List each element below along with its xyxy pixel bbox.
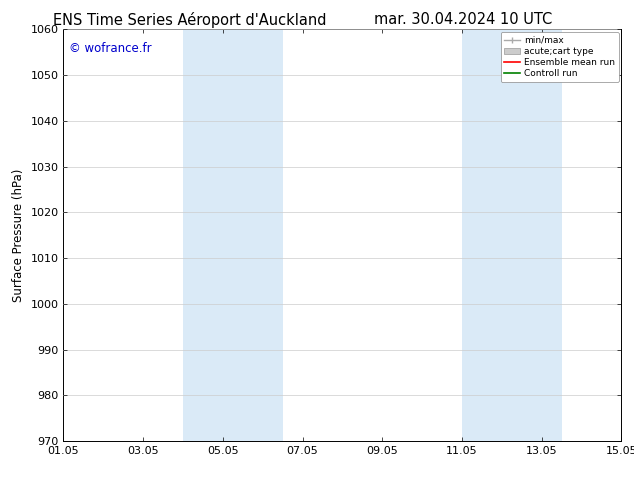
Text: © wofrance.fr: © wofrance.fr xyxy=(69,42,152,55)
Bar xyxy=(462,29,562,441)
Legend: min/max, acute;cart type, Ensemble mean run, Controll run: min/max, acute;cart type, Ensemble mean … xyxy=(500,32,619,82)
Text: mar. 30.04.2024 10 UTC: mar. 30.04.2024 10 UTC xyxy=(373,12,552,27)
Bar xyxy=(183,29,283,441)
Y-axis label: Surface Pressure (hPa): Surface Pressure (hPa) xyxy=(12,169,25,302)
Text: ENS Time Series Aéroport d'Auckland: ENS Time Series Aéroport d'Auckland xyxy=(53,12,327,28)
